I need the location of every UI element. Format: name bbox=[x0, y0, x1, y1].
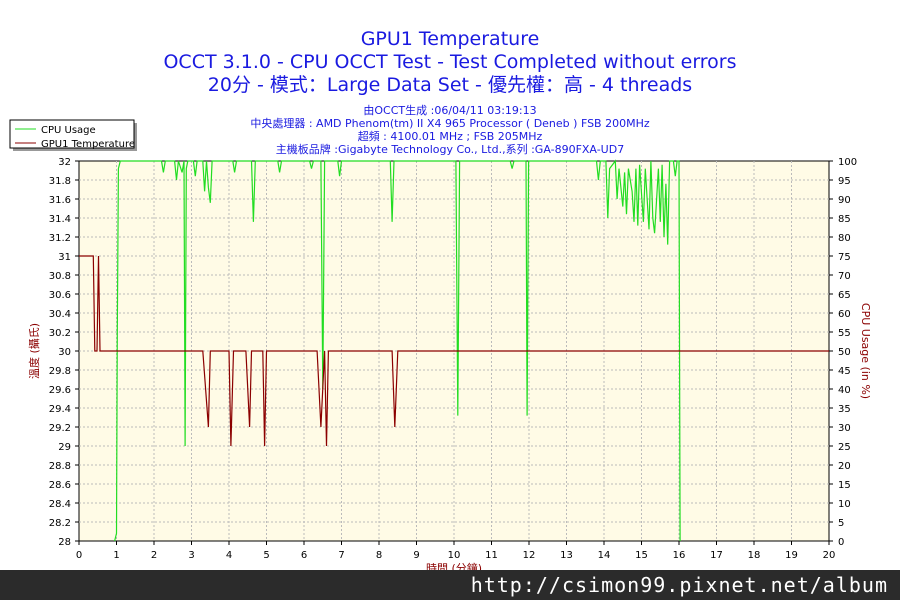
y-left-tick-label: 28.8 bbox=[49, 461, 71, 472]
x-tick-label: 15 bbox=[635, 550, 648, 561]
y-left-tick-label: 30.8 bbox=[49, 271, 71, 282]
y-right-tick-label: 70 bbox=[838, 271, 851, 282]
y-right-tick-label: 60 bbox=[838, 309, 851, 320]
series-line-gpu1-temperature bbox=[79, 255, 829, 447]
info-line-3: 主機板品牌 :Gigabyte Technology Co., Ltd.,系列 … bbox=[276, 142, 624, 156]
legend-label-gpu1-temperature: GPU1 Temperature bbox=[41, 139, 135, 150]
y-right-tick-label: 75 bbox=[838, 252, 851, 263]
y-right-tick-label: 20 bbox=[838, 461, 851, 472]
x-tick-label: 12 bbox=[523, 550, 536, 561]
y-left-tick-label: 31.8 bbox=[49, 176, 71, 187]
y-left-tick-label: 28.2 bbox=[49, 518, 71, 529]
x-tick-label: 3 bbox=[188, 550, 194, 561]
y-left-tick-label: 30.6 bbox=[49, 290, 71, 301]
y-right-tick-label: 15 bbox=[838, 480, 851, 491]
x-tick-label: 8 bbox=[376, 550, 382, 561]
y-axis-left-label: 溫度 (攝氏) bbox=[27, 323, 41, 379]
info-line-0: 由OCCT生成 :06/04/11 03:19:13 bbox=[363, 103, 536, 117]
y-left-tick-label: 29.4 bbox=[49, 404, 71, 415]
y-left-tick-label: 28 bbox=[58, 537, 71, 548]
info-line-1: 中央處理器 : AMD Phenom(tm) II X4 965 Process… bbox=[250, 116, 650, 130]
y-axis-right-label: CPU Usage (in %) bbox=[859, 303, 872, 399]
x-axis-label: 時間 (分鐘) bbox=[426, 561, 482, 570]
y-right-tick-label: 5 bbox=[838, 518, 844, 529]
x-tick-label: 6 bbox=[301, 550, 307, 561]
y-left-tick-label: 32 bbox=[58, 157, 71, 168]
y-left-tick-label: 29.2 bbox=[49, 423, 71, 434]
y-right-tick-label: 50 bbox=[838, 347, 851, 358]
y-left-tick-label: 31.6 bbox=[49, 195, 71, 206]
x-tick-label: 10 bbox=[448, 550, 461, 561]
y-left-tick-label: 31 bbox=[58, 252, 71, 263]
y-left-tick-label: 30 bbox=[58, 347, 71, 358]
y-left-tick-label: 28.4 bbox=[49, 499, 71, 510]
x-tick-label: 19 bbox=[785, 550, 798, 561]
y-right-tick-label: 45 bbox=[838, 366, 851, 377]
y-right-tick-label: 25 bbox=[838, 442, 851, 453]
info-line-2: 超頻 : 4100.01 MHz ; FSB 205MHz bbox=[358, 129, 543, 143]
x-tick-label: 17 bbox=[710, 550, 723, 561]
x-tick-label: 9 bbox=[413, 550, 419, 561]
watermark-text: http://csimon99.pixnet.net/album bbox=[470, 573, 888, 597]
y-left-tick-label: 31.4 bbox=[49, 214, 71, 225]
y-right-tick-label: 35 bbox=[838, 404, 851, 415]
y-right-tick-label: 0 bbox=[838, 537, 844, 548]
legend-label-cpu-usage: CPU Usage bbox=[41, 125, 96, 136]
x-tick-label: 13 bbox=[560, 550, 573, 561]
series-group bbox=[79, 159, 829, 542]
y-right-tick-label: 55 bbox=[838, 328, 851, 339]
y-left-tick-label: 30.4 bbox=[49, 309, 71, 320]
y-left-tick-label: 29.8 bbox=[49, 366, 71, 377]
x-tick-label: 4 bbox=[226, 550, 232, 561]
x-tick-label: 5 bbox=[263, 550, 269, 561]
watermark-bar: http://csimon99.pixnet.net/album bbox=[0, 570, 900, 600]
y-left-tick-label: 29 bbox=[58, 442, 71, 453]
y-right-tick-label: 80 bbox=[838, 233, 851, 244]
x-tick-label: 20 bbox=[823, 550, 836, 561]
x-tick-label: 2 bbox=[151, 550, 157, 561]
y-left-tick-label: 31.2 bbox=[49, 233, 71, 244]
x-tick-label: 16 bbox=[673, 550, 686, 561]
chart: GPU1 Temperature OCCT 3.1.0 - CPU OCCT T… bbox=[9, 28, 872, 570]
x-tick-label: 14 bbox=[598, 550, 611, 561]
x-tick-label: 1 bbox=[113, 550, 119, 561]
y-right-tick-label: 100 bbox=[838, 157, 857, 168]
y-right-tick-label: 85 bbox=[838, 214, 851, 225]
chart-subtitle-2: 20分 - 模式：Large Data Set - 優先權：高 - 4 thre… bbox=[208, 74, 692, 96]
y-right-tick-label: 40 bbox=[838, 385, 851, 396]
y-left-tick-label: 30.2 bbox=[49, 328, 71, 339]
y-right-tick-label: 30 bbox=[838, 423, 851, 434]
x-tick-label: 18 bbox=[748, 550, 761, 561]
y-left-tick-label: 29.6 bbox=[49, 385, 71, 396]
series-line-cpu-usage bbox=[114, 159, 681, 542]
y-right-tick-label: 95 bbox=[838, 176, 851, 187]
legend: CPU Usage GPU1 Temperature bbox=[9, 119, 137, 151]
x-tick-label: 11 bbox=[485, 550, 498, 561]
y-right-tick-label: 65 bbox=[838, 290, 851, 301]
y-right-tick-label: 90 bbox=[838, 195, 851, 206]
ticks: 0 1 2 3 4 5 6 7 8 9 10 11 12 13 14 15 16 17 18 19 202828.228… bbox=[49, 157, 857, 561]
chart-title: GPU1 Temperature bbox=[361, 28, 540, 50]
x-tick-label: 7 bbox=[338, 550, 344, 561]
y-right-tick-label: 10 bbox=[838, 499, 851, 510]
x-tick-label: 0 bbox=[76, 550, 82, 561]
chart-subtitle: OCCT 3.1.0 - CPU OCCT Test - Test Comple… bbox=[163, 51, 736, 73]
y-left-tick-label: 28.6 bbox=[49, 480, 71, 491]
